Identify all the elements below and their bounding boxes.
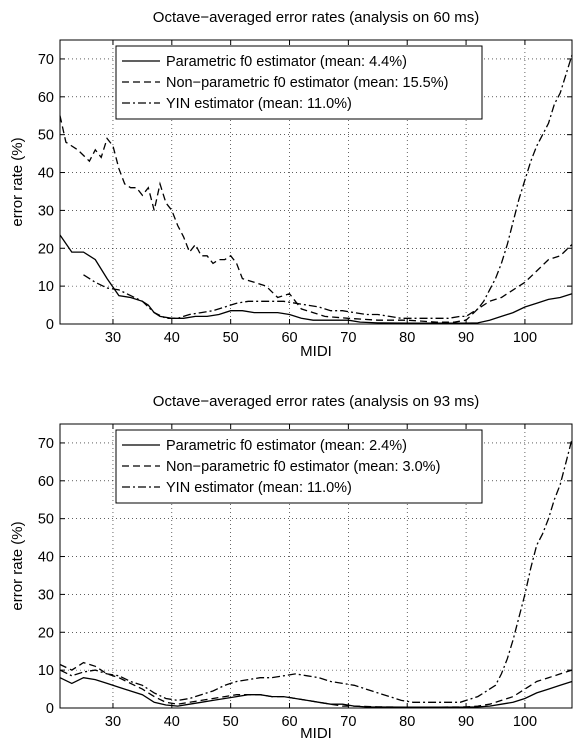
x-tick-label: 70 xyxy=(340,714,356,730)
y-tick-label: 10 xyxy=(38,663,54,679)
series-line-dashdot xyxy=(83,54,573,319)
y-tick-label: 30 xyxy=(38,203,54,219)
y-tick-label: 50 xyxy=(38,512,54,528)
y-tick-label: 70 xyxy=(38,52,54,68)
x-tick-label: 40 xyxy=(164,330,180,346)
legend-box xyxy=(115,429,483,504)
x-tick-label: 90 xyxy=(458,330,474,346)
legend-entry: YIN estimator (mean: 11.0%) xyxy=(166,96,352,112)
x-axis-label: MIDI xyxy=(300,343,332,360)
legend-box xyxy=(115,45,483,120)
legend-entry: Non−parametric f0 estimator (mean: 3.0%) xyxy=(166,459,440,475)
y-axis-label: error rate (%) xyxy=(9,521,26,610)
y-tick-label: 20 xyxy=(38,241,54,257)
series-line-dashdot xyxy=(59,438,573,703)
axes-frame xyxy=(59,423,573,709)
series-line-dashed xyxy=(59,661,573,708)
x-tick-label: 50 xyxy=(223,714,239,730)
y-tick-label: 40 xyxy=(38,550,54,566)
x-tick-label: 60 xyxy=(281,714,297,730)
chart-title: Octave−averaged error rates (analysis on… xyxy=(153,393,479,410)
y-tick-label: 0 xyxy=(46,701,54,717)
legend-entry: Non−parametric f0 estimator (mean: 15.5%… xyxy=(166,75,448,91)
chart-panel-93ms: Octave−averaged error rates (analysis on… xyxy=(9,393,573,740)
y-tick-label: 10 xyxy=(38,279,54,295)
x-axis-label: MIDI xyxy=(300,725,332,740)
y-tick-label: 20 xyxy=(38,625,54,641)
y-tick-label: 60 xyxy=(38,90,54,106)
legend-entry: Parametric f0 estimator (mean: 2.4%) xyxy=(166,438,407,454)
legend-entry: Parametric f0 estimator (mean: 4.4%) xyxy=(166,54,407,70)
x-tick-label: 60 xyxy=(281,330,297,346)
x-tick-label: 30 xyxy=(105,330,121,346)
y-tick-label: 0 xyxy=(46,317,54,333)
y-tick-label: 60 xyxy=(38,474,54,490)
chart-title: Octave−averaged error rates (analysis on… xyxy=(153,9,479,26)
x-tick-label: 100 xyxy=(513,714,537,730)
y-axis-label: error rate (%) xyxy=(9,137,26,226)
series-line-dashed xyxy=(59,115,573,323)
x-tick-label: 30 xyxy=(105,714,121,730)
x-tick-label: 50 xyxy=(223,330,239,346)
x-tick-label: 100 xyxy=(513,330,537,346)
x-tick-label: 80 xyxy=(399,330,415,346)
y-tick-label: 70 xyxy=(38,436,54,452)
series-line-solid xyxy=(59,234,573,324)
legend-entry: YIN estimator (mean: 11.0%) xyxy=(166,480,352,496)
y-tick-label: 50 xyxy=(38,128,54,144)
y-tick-label: 40 xyxy=(38,166,54,182)
y-tick-label: 30 xyxy=(38,587,54,603)
x-tick-label: 70 xyxy=(340,330,356,346)
x-tick-label: 80 xyxy=(399,714,415,730)
axes-frame xyxy=(59,39,573,325)
x-tick-label: 40 xyxy=(164,714,180,730)
chart-panel-60ms: Octave−averaged error rates (analysis on… xyxy=(9,9,573,360)
x-tick-label: 90 xyxy=(458,714,474,730)
